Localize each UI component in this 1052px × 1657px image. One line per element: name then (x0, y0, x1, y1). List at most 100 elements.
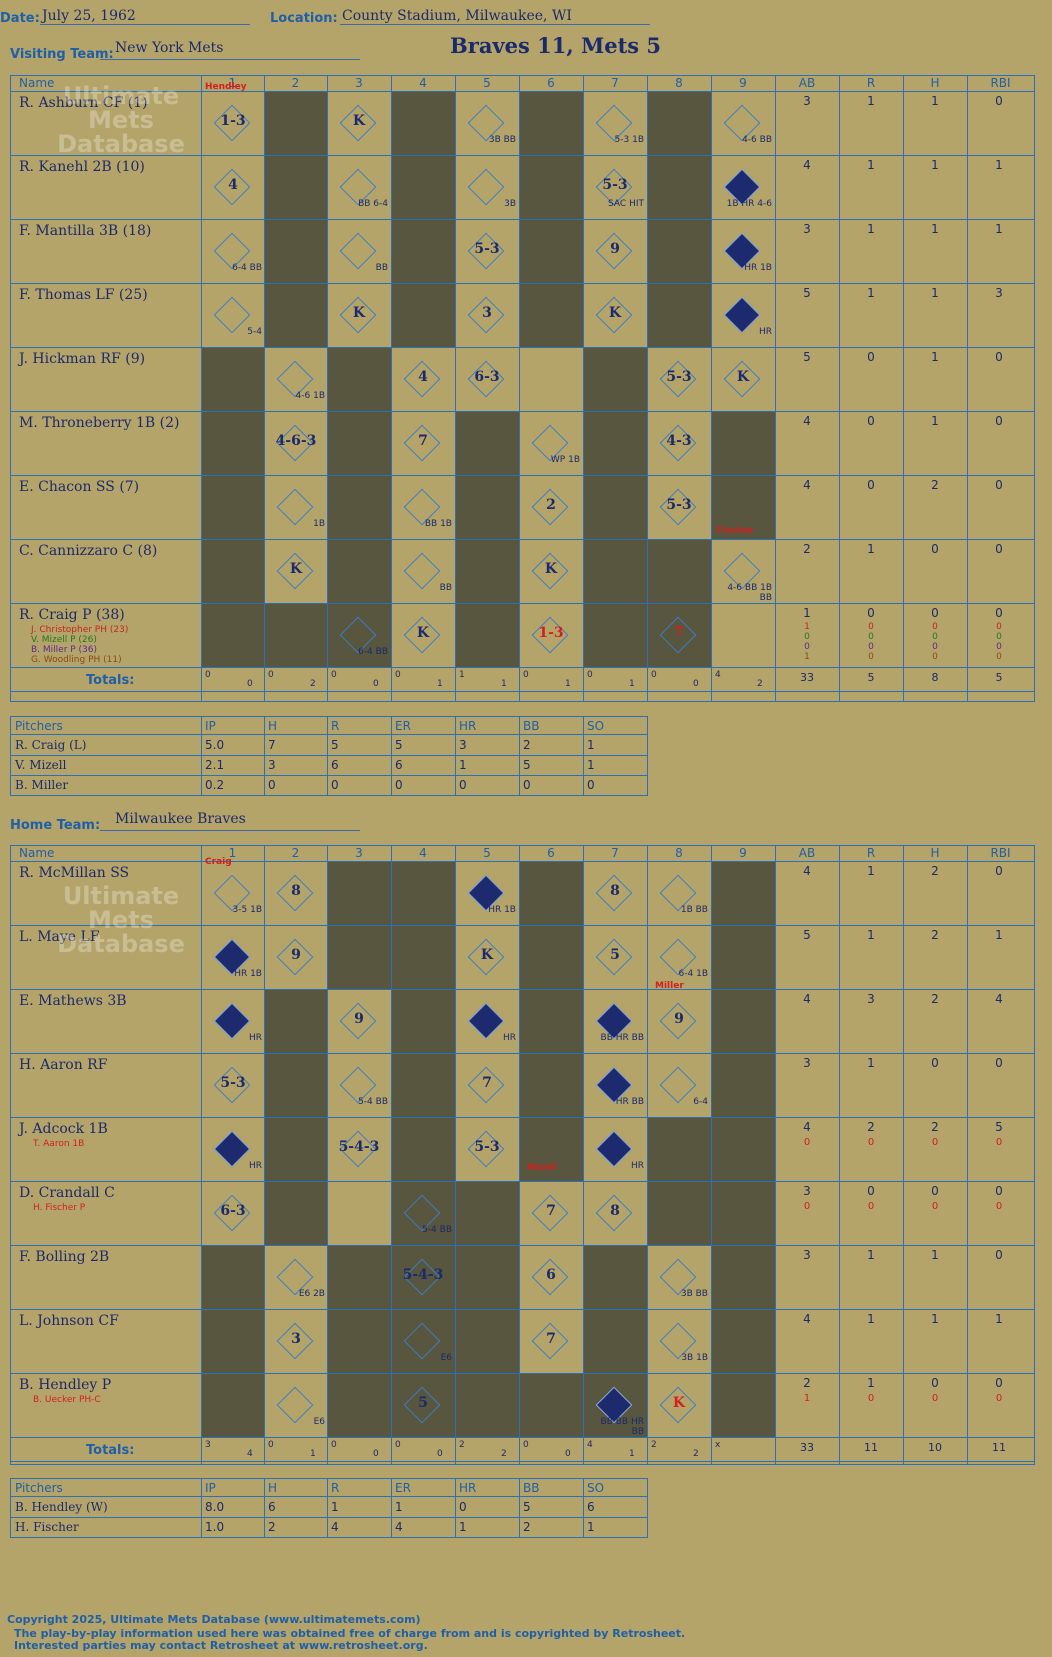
sub-stat: 0 (868, 642, 874, 652)
inning-hits: 0 (693, 679, 699, 689)
grid-line (264, 846, 265, 1464)
pitcher-stat: 0 (395, 778, 403, 792)
inning-runs: 0 (331, 1440, 337, 1450)
inning-runs: 0 (268, 670, 274, 680)
sub-stat: 0 (995, 1393, 1003, 1404)
pitcher-stat: 6 (331, 758, 339, 772)
grid-line (327, 76, 328, 701)
pitcher-stat: V. Mizell (15, 758, 67, 772)
sub-stat: 1 (803, 1393, 811, 1404)
pitchers-header: SO (587, 1481, 605, 1495)
player-name: R. Craig P (38) (19, 607, 125, 623)
total-r: 11 (864, 1441, 878, 1454)
play-detail: HR (248, 1033, 262, 1043)
pitcher-change-note: Miller (655, 981, 684, 991)
pitchers-header: Pitchers (15, 719, 63, 733)
player-stat-rbi: 1 (995, 928, 1003, 942)
grid-line (11, 155, 1034, 156)
inning-shade (584, 348, 647, 667)
grid-line (264, 717, 265, 795)
pitcher-change-note: Craig (205, 857, 232, 867)
sub-stat: 0 (996, 632, 1002, 642)
grid-line (11, 411, 1034, 412)
grid-line (391, 76, 392, 701)
inning-runs: 0 (651, 670, 657, 680)
sub-stat: 0 (867, 1201, 875, 1212)
sub-stat: 0 (932, 652, 938, 662)
player-stat-r: 3 (867, 992, 875, 1006)
column-header-4: 4 (391, 846, 455, 862)
player-stat-ab: 3 (803, 222, 811, 236)
play-detail: 5-3 1B (614, 135, 644, 145)
inning-runs: 0 (523, 670, 529, 680)
player-stat-rbi: 4 (995, 992, 1003, 1006)
play-detail: BB (375, 263, 388, 273)
pitcher-stat: 1 (331, 1500, 339, 1514)
grid-line (391, 717, 392, 795)
player-stat-r: 1 (867, 1312, 875, 1326)
player-stat-rbi: 3 (995, 286, 1003, 300)
grid-line (11, 1117, 1034, 1118)
location-value: County Stadium, Milwaukee, WI (342, 8, 572, 24)
grid-line (11, 1517, 647, 1518)
sub-stat: 0 (932, 642, 938, 652)
play-result: 4-6-3 (275, 433, 317, 449)
column-header-rbi: RBI (967, 76, 1034, 92)
sub-stat: 1 (804, 652, 810, 662)
pitcher-stat: 4 (331, 1520, 339, 1534)
column-header-r: R (839, 846, 903, 862)
player-stat-rbi: 0 (995, 478, 1003, 492)
home-team-label: Home Team: (10, 818, 101, 833)
inning-hits: 1 (565, 679, 571, 689)
play-detail: 3B BB (680, 1289, 708, 1299)
play-result: 4 (228, 177, 238, 193)
inning-hits: 2 (501, 1449, 507, 1459)
grid-line (11, 539, 1034, 540)
player-stat-rbi: 0 (995, 1376, 1003, 1390)
watermark-logo: Ultimate Mets Database (57, 882, 185, 958)
player-stat-ab: 4 (803, 1120, 811, 1134)
play-detail: 5-4 BB (358, 1097, 388, 1107)
grid-line (967, 846, 968, 1464)
column-header-7: 7 (583, 76, 647, 92)
inning-runs: 2 (459, 1440, 465, 1450)
play-detail: 4-6 BB 1B BB (727, 583, 772, 603)
sub-stat: 0 (932, 622, 938, 632)
player-stat-r: 0 (867, 414, 875, 428)
player-stat-rbi: 0 (995, 1056, 1003, 1070)
grid-line (11, 1245, 1034, 1246)
pitcher-stat: 5 (523, 758, 531, 772)
play-detail: WP 1B (550, 455, 580, 465)
play-detail: 6-4 BB (232, 263, 262, 273)
play-result: K (416, 625, 430, 641)
grid-line (11, 989, 1034, 990)
player-stat-rbi: 0 (995, 1184, 1003, 1198)
player-stat-rbi: 0 (995, 1248, 1003, 1262)
play-result: 4-3 (666, 433, 692, 449)
player-name: D. Crandall C (19, 1185, 115, 1201)
inning-shade (265, 604, 327, 667)
column-header-6: 6 (519, 76, 583, 92)
grid-line (11, 755, 647, 756)
player-name: L. Johnson CF (19, 1313, 119, 1329)
player-stat-r: 1 (867, 1248, 875, 1262)
player-stat-r: 2 (867, 1120, 875, 1134)
pitcher-stat: 8.0 (205, 1500, 225, 1514)
pitcher-stat: 3 (268, 758, 276, 772)
player-stat-r: 1 (867, 542, 875, 556)
player-stat-ab: 2 (803, 1376, 811, 1390)
play-result: 4 (418, 369, 428, 385)
column-header-5: 5 (455, 846, 519, 862)
player-stat-ab: 2 (803, 542, 811, 556)
column-header-3: 3 (327, 846, 391, 862)
pitcher-stat: B. Miller (15, 778, 69, 792)
grid-line (519, 717, 520, 795)
inning-shade (392, 990, 455, 1437)
player-stat-ab: 3 (803, 1184, 811, 1198)
player-stat-r: 1 (867, 1376, 875, 1390)
grid-line (455, 76, 456, 701)
column-header-9: 9 (711, 846, 775, 862)
grid-line (11, 691, 1034, 692)
inning-shade (202, 1246, 264, 1437)
pitcher-stat: 1 (459, 1520, 467, 1534)
